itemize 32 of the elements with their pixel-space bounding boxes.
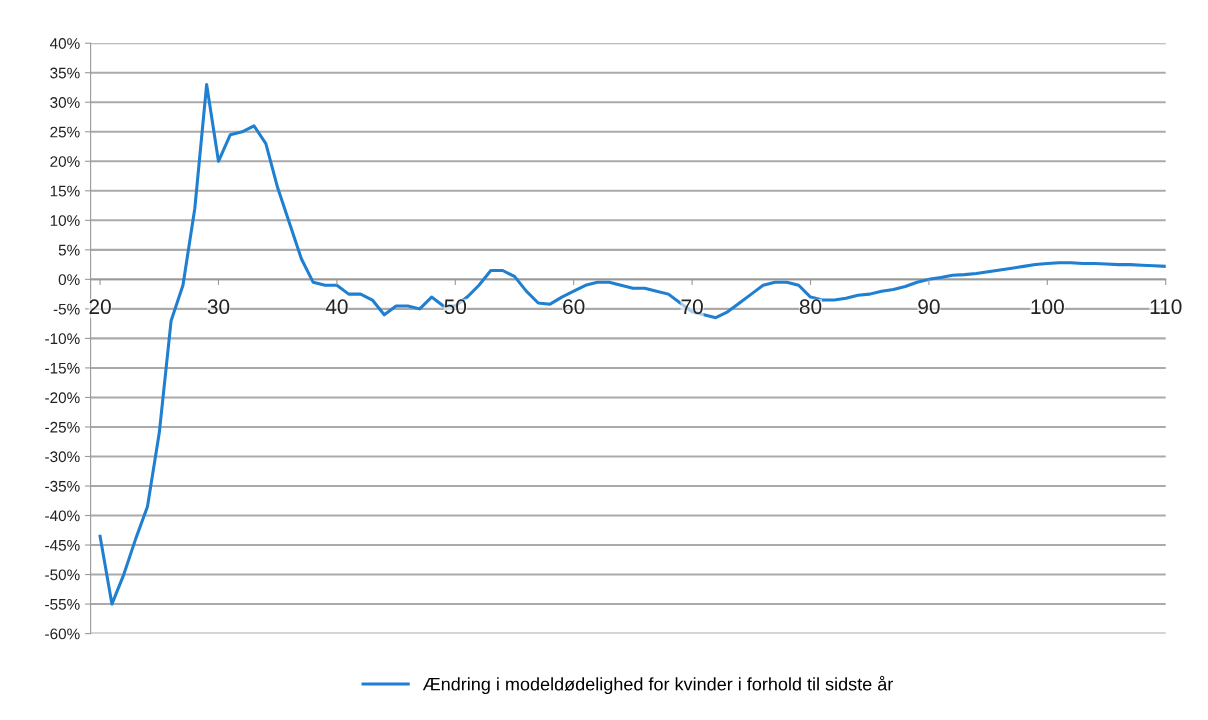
x-tick-label: 100 bbox=[1031, 299, 1064, 315]
y-tick-label: -35% bbox=[45, 480, 80, 492]
y-tick-label: 0% bbox=[58, 274, 80, 286]
y-tick-label: 10% bbox=[50, 215, 80, 227]
x-tick-label: 40 bbox=[325, 299, 348, 315]
y-tick-label: -10% bbox=[45, 333, 80, 345]
x-tick-label: 90 bbox=[918, 299, 940, 315]
y-tick-label: -15% bbox=[45, 362, 80, 374]
y-tick-label: 30% bbox=[50, 97, 80, 108]
legend-label: Ændring i modeldødelighed for kvinder i forhold til sidste år bbox=[422, 675, 894, 695]
y-tick-label: -45% bbox=[45, 539, 80, 551]
y-tick-label: -50% bbox=[45, 569, 80, 581]
y-tick-label: 35% bbox=[50, 67, 80, 79]
x-tick-label: 70 bbox=[681, 299, 703, 315]
y-tick-label: 20% bbox=[50, 156, 80, 167]
x-tick-label: 50 bbox=[444, 299, 467, 315]
y-tick-label: 15% bbox=[50, 185, 80, 197]
x-tick-label: 110 bbox=[1150, 299, 1182, 315]
y-tick-label: -20% bbox=[45, 392, 80, 404]
x-tick-label: 60 bbox=[563, 299, 585, 315]
y-tick-label: -30% bbox=[45, 451, 80, 463]
y-tick-label: -25% bbox=[45, 421, 80, 433]
x-tick-label: 80 bbox=[799, 299, 822, 315]
x-tick-label: 20 bbox=[89, 299, 111, 315]
y-tick-label: -55% bbox=[45, 599, 80, 610]
y-tick-label: 25% bbox=[50, 126, 80, 138]
y-tick-label: -40% bbox=[45, 510, 80, 522]
y-tick-label: 5% bbox=[58, 244, 80, 256]
y-tick-label: -5% bbox=[53, 303, 80, 315]
y-tick-label: 40% bbox=[49, 38, 80, 49]
y-tick-label: -60% bbox=[45, 628, 80, 640]
x-tick-label: 30 bbox=[207, 299, 230, 315]
